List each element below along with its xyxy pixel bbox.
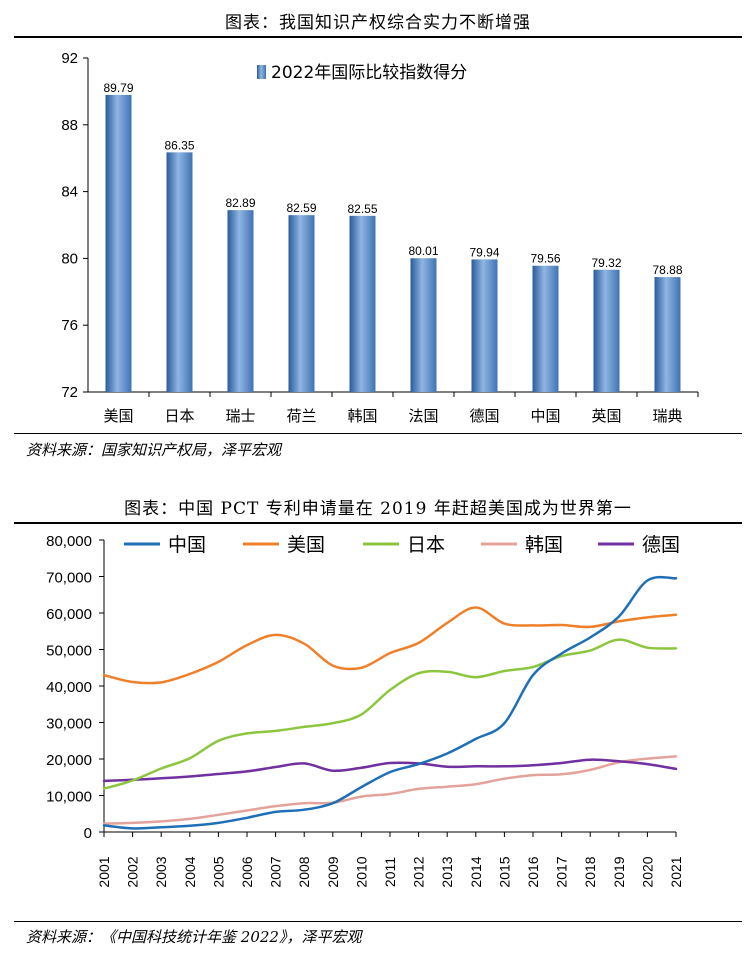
chart2-top-rule [14, 522, 742, 524]
y-tick-label: 76 [61, 317, 78, 334]
bar-德国 [471, 259, 498, 392]
bar-韩国 [349, 215, 376, 392]
bar-chart: 72 76 80 84 88 92 89.79 美国 86.35 日本 82.89 瑞士 82.59 荷兰… [61, 50, 699, 425]
series-line-韩国 [102, 755, 678, 825]
bar-瑞典 [654, 277, 681, 392]
y-tick-label: 88 [61, 117, 78, 134]
chart2-bottom-rule [14, 921, 742, 922]
x-tick-label: 2011 [382, 857, 398, 887]
x-tick-label: 2006 [239, 856, 255, 887]
bar-value-label: 80.01 [408, 244, 438, 258]
legend-label: 中国 [168, 534, 206, 556]
x-tick-label: 2001 [96, 856, 112, 887]
y-tick-label: 84 [61, 184, 78, 201]
legend-label: 日本 [407, 534, 445, 556]
x-tick-label: 瑞典 [652, 407, 682, 425]
x-tick-label: 瑞士 [225, 407, 255, 425]
x-tick-label: 日本 [164, 407, 194, 425]
x-tick-label: 2018 [582, 856, 598, 887]
chart2-heading: 图表：中国 PCT 专利申请量在 2019 年赶超美国成为世界第一 [124, 499, 632, 519]
y-tick-label: 70,000 [46, 570, 92, 587]
series-line-日本 [102, 638, 678, 790]
bar-英国 [593, 269, 620, 392]
x-tick-label: 2021 [668, 856, 684, 887]
bar-value-label: 89.79 [103, 81, 133, 95]
series-line-德国 [102, 758, 678, 783]
x-tick-label: 中国 [530, 407, 560, 425]
bar-value-label: 82.55 [347, 202, 377, 216]
bar-value-label: 82.59 [286, 201, 316, 215]
x-tick-label: 2008 [296, 856, 312, 887]
y-tick-label: 30,000 [46, 716, 92, 733]
y-tick-label: 40,000 [46, 679, 92, 696]
bar-value-label: 79.94 [469, 245, 499, 259]
x-tick-label: 2012 [411, 856, 427, 887]
x-tick-label: 2009 [325, 856, 341, 887]
y-tick-label: 0 [84, 825, 92, 842]
y-tick-label: 10,000 [46, 789, 92, 806]
legend-label: 美国 [287, 534, 325, 556]
chart1-bottom-rule [14, 433, 742, 434]
x-tick-label: 德国 [469, 407, 499, 425]
bar-value-label: 82.89 [225, 196, 255, 210]
x-tick-label: 2007 [268, 856, 284, 887]
bar-瑞士 [227, 210, 254, 392]
legend-label: 德国 [642, 534, 680, 556]
legend-label: 韩国 [525, 534, 563, 556]
x-tick-label: 2015 [496, 856, 512, 887]
bar-美国 [105, 94, 132, 393]
x-tick-label: 法国 [408, 407, 438, 425]
x-tick-label: 韩国 [347, 407, 377, 425]
series-line-美国 [102, 606, 678, 685]
y-tick-label: 92 [61, 50, 78, 67]
legend-swatch [257, 65, 266, 79]
bar-荷兰 [288, 215, 315, 392]
x-tick-label: 2013 [439, 856, 455, 887]
y-tick-label: 20,000 [46, 752, 92, 769]
x-tick-label: 2014 [468, 856, 484, 887]
x-tick-label: 2017 [554, 856, 570, 887]
y-tick-label: 60,000 [46, 606, 92, 623]
chart1-source: 资料来源：国家知识产权局，泽平宏观 [26, 441, 282, 459]
x-tick-label: 2004 [182, 856, 198, 887]
series-line-中国 [102, 575, 678, 830]
x-tick-label: 2016 [525, 856, 541, 887]
x-tick-label: 美国 [103, 407, 133, 425]
x-tick-label: 2002 [125, 856, 141, 887]
x-tick-label: 荷兰 [286, 407, 316, 425]
bar-法国 [410, 258, 437, 392]
chart1-heading: 图表：我国知识产权综合实力不断增强 [225, 13, 531, 33]
bar-value-label: 78.88 [652, 263, 682, 277]
bar-value-label: 79.56 [530, 252, 560, 266]
x-tick-label: 2003 [153, 856, 169, 887]
bar-value-label: 86.35 [164, 138, 194, 152]
line-chart: 0 10,000 20,000 30,000 40,000 50,000 60,000 70,… [46, 533, 684, 888]
x-tick-label: 2005 [210, 856, 226, 887]
y-tick-label: 50,000 [46, 643, 92, 660]
bar-日本 [166, 152, 193, 392]
bar-中国 [532, 265, 559, 392]
x-tick-label: 英国 [591, 407, 621, 425]
y-tick-label: 72 [61, 384, 78, 401]
chart2-source: 资料来源：《中国科技统计年鉴 2022》，泽平宏观 [26, 928, 362, 946]
y-tick-label: 80,000 [46, 533, 92, 550]
chart1-top-rule [14, 36, 742, 38]
x-tick-label: 2020 [639, 856, 655, 887]
y-tick-label: 80 [61, 250, 78, 267]
x-tick-label: 2010 [353, 856, 369, 887]
bar-value-label: 79.32 [591, 256, 621, 270]
x-tick-label: 2019 [611, 856, 627, 887]
legend-label: 2022年国际比较指数得分 [271, 63, 467, 83]
